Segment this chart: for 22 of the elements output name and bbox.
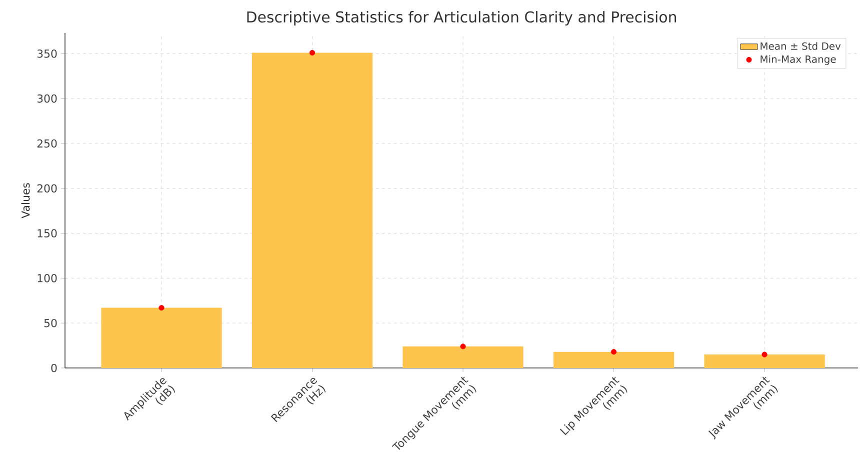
y-tick-label: 350 <box>37 50 57 58</box>
legend-label: Min-Max Range <box>760 55 836 65</box>
y-axis-title: Values <box>21 183 30 218</box>
y-tick-label: 0 <box>51 364 57 372</box>
bar <box>252 52 373 368</box>
y-tick-label: 300 <box>37 94 57 103</box>
point <box>309 50 316 56</box>
point <box>460 344 466 350</box>
bar <box>553 352 674 368</box>
point <box>158 305 164 311</box>
bar <box>101 308 222 368</box>
y-tick-label: 150 <box>38 229 57 238</box>
legend-label: Mean ± Std Dev <box>760 42 841 50</box>
point <box>762 352 768 358</box>
y-tick-label: 100 <box>38 274 57 282</box>
y-tick-label: 250 <box>37 139 57 148</box>
chart-title: Descriptive Statistics for Articulation Clarity and Precision <box>247 11 676 26</box>
bar <box>402 346 524 368</box>
point <box>610 349 617 355</box>
y-tick-label: 50 <box>44 318 57 328</box>
y-tick-label: 200 <box>37 184 57 193</box>
bar <box>704 354 825 368</box>
